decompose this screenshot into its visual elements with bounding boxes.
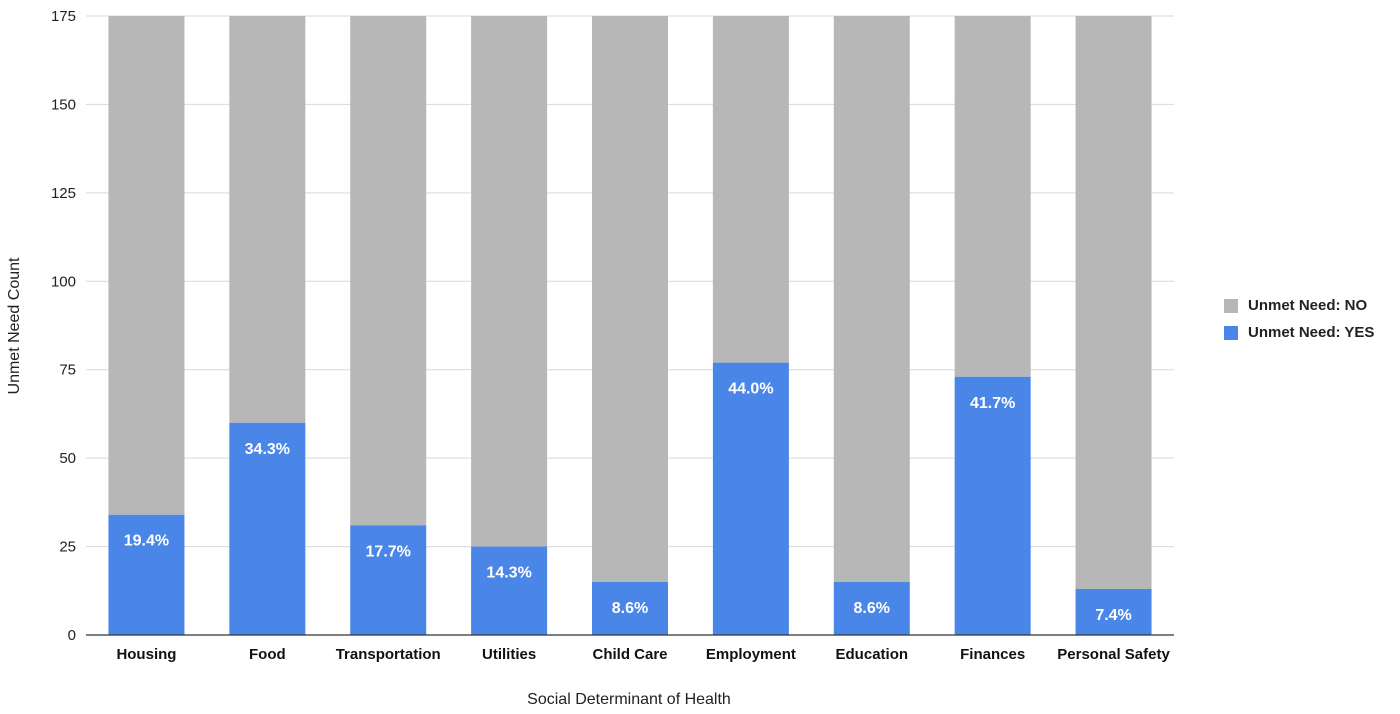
x-tick-label-education: Education <box>836 646 909 663</box>
bar-no-housing <box>108 16 185 515</box>
y-tick-label-50: 50 <box>59 450 76 467</box>
data-label-child-care: 8.6% <box>612 600 648 617</box>
y-tick-label-100: 100 <box>51 273 76 290</box>
x-tick-label-food: Food <box>249 646 286 663</box>
bar-yes-employment <box>712 362 789 635</box>
bar-no-education <box>833 16 910 582</box>
axes: 0 25 50 75 100 125 150 175 Housing Food Transporta… <box>51 8 1174 663</box>
bar-yes-education <box>833 581 910 635</box>
data-label-education: 8.6% <box>854 600 890 617</box>
x-tick-label-child-care: Child Care <box>592 646 667 663</box>
bar-no-utilities <box>471 16 548 547</box>
data-label-transportation: 17.7% <box>366 543 411 560</box>
x-tick-label-transportation: Transportation <box>336 646 441 663</box>
x-tick-label-finances: Finances <box>960 646 1025 663</box>
bar-yes-child-care <box>592 581 668 635</box>
bar-yes-housing <box>108 514 185 635</box>
bar-no-transportation <box>350 16 427 526</box>
legend: Unmet Need: NO Unmet Need: YES <box>1224 292 1374 346</box>
bar-no-employment <box>712 16 789 363</box>
data-label-housing: 19.4% <box>124 533 169 550</box>
x-tick-label-utilities: Utilities <box>482 646 536 663</box>
data-label-food: 34.3% <box>245 441 290 458</box>
bar-no-finances <box>954 16 1031 377</box>
y-tick-label-25: 25 <box>59 539 76 556</box>
y-tick-label-0: 0 <box>68 627 76 644</box>
bar-yes-finances <box>954 376 1031 635</box>
data-label-finances: 41.7% <box>970 395 1015 412</box>
data-labels: 19.4% 34.3% 17.7% 14.3% 8.6% 44.0% 8.6% 41.7% 7.… <box>124 381 1132 624</box>
data-label-personal-safety: 7.4% <box>1095 607 1131 624</box>
legend-swatch-no <box>1224 298 1238 313</box>
legend-label-yes: Unmet Need: YES <box>1248 324 1375 341</box>
bar-no-child-care <box>592 16 668 582</box>
bar-yes-transportation <box>350 525 427 635</box>
y-axis-title: Unmet Need Count <box>6 257 23 395</box>
legend-item-no[interactable]: Unmet Need: NO <box>1224 292 1374 319</box>
data-label-utilities: 14.3% <box>486 565 531 582</box>
bar-yes-utilities <box>471 546 548 635</box>
legend-item-yes[interactable]: Unmet Need: YES <box>1224 319 1374 346</box>
legend-swatch-yes <box>1224 325 1238 340</box>
bar-yes-personal-safety <box>1075 589 1152 635</box>
y-tick-label-75: 75 <box>59 362 76 379</box>
bar-no-food <box>229 16 306 423</box>
bar-yes-food <box>229 422 306 635</box>
data-label-employment: 44.0% <box>728 381 773 398</box>
x-axis-title: Social Determinant of Health <box>527 691 731 708</box>
x-tick-label-housing: Housing <box>116 646 176 663</box>
x-tick-label-personal-safety: Personal Safety <box>1057 646 1170 663</box>
y-tick-label-125: 125 <box>51 185 76 202</box>
x-tick-label-employment: Employment <box>706 646 796 663</box>
y-tick-label-175: 175 <box>51 8 76 25</box>
legend-label-no: Unmet Need: NO <box>1248 297 1368 314</box>
y-tick-label-150: 150 <box>51 96 76 113</box>
bar-no-personal-safety <box>1075 16 1152 590</box>
bars <box>108 16 1152 635</box>
